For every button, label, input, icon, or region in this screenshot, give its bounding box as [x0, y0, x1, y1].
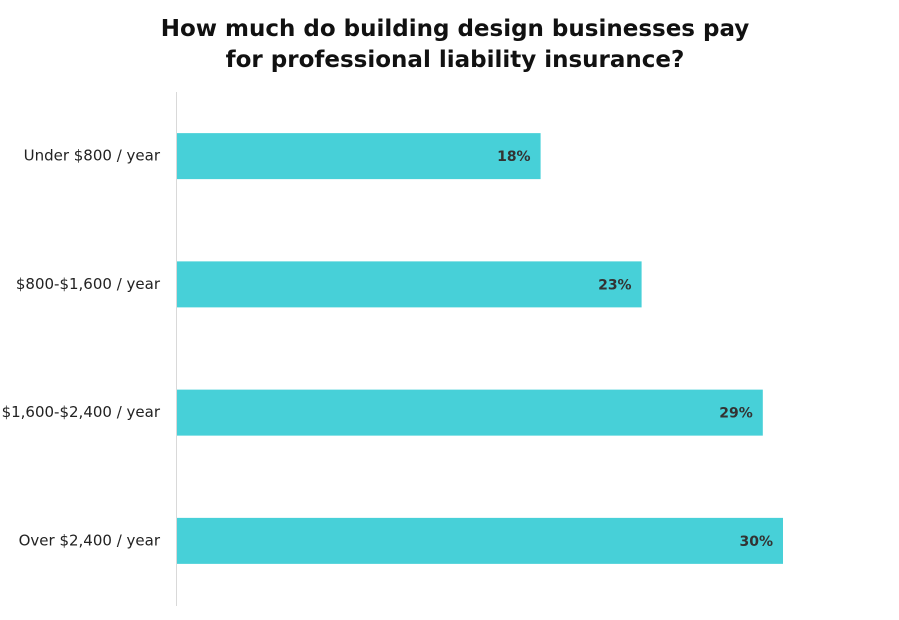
bar — [177, 261, 642, 308]
bar — [177, 133, 541, 180]
bar — [177, 517, 783, 564]
bar — [177, 389, 763, 436]
chart-title: How much do building design businesses p… — [160, 16, 750, 73]
value-label: 23% — [598, 277, 632, 293]
category-label: Under $800 / year — [24, 147, 161, 165]
category-label: Over $2,400 / year — [19, 531, 161, 549]
value-label: 30% — [739, 534, 773, 550]
category-label: $1,600-$2,400 / year — [2, 403, 161, 421]
value-label: 18% — [497, 149, 531, 165]
category-label: $800-$1,600 / year — [16, 275, 161, 293]
value-label: 29% — [719, 406, 753, 422]
